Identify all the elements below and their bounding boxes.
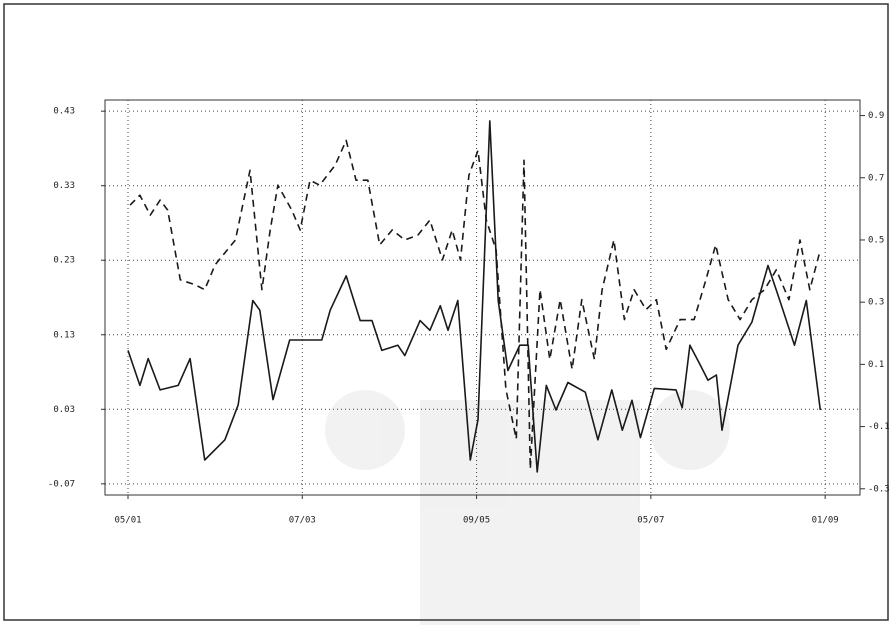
x-tick-label: 07/03 [289, 516, 316, 526]
y-tick-label: 0.23 [53, 256, 75, 266]
y-tick-label: 0.03 [53, 405, 75, 415]
x-tick-label: 05/01 [114, 516, 141, 526]
x-tick-label: 05/07 [637, 516, 664, 526]
y2-tick-label: 0.7 [868, 173, 884, 183]
y2-tick-label: 0.5 [868, 235, 884, 245]
y2-tick-label: 0.3 [868, 298, 884, 308]
x-tick-label: 09/05 [463, 516, 490, 526]
y2-tick-label: 0.1 [868, 360, 884, 370]
y-tick-label: 0.13 [53, 330, 75, 340]
y2-tick-label: -0.1 [868, 422, 890, 432]
y-tick-label: -0.07 [48, 479, 75, 489]
y-tick-label: 0.43 [53, 107, 75, 117]
chart: -0.07 0.03 0.13 0.23 0.33 0.43 -0.3 -0.1 0.1 0.3 0… [0, 0, 894, 625]
x-tick-label: 01/09 [812, 516, 839, 526]
y2-tick-label: -0.3 [868, 484, 890, 494]
page: {"chart_data": {"type": "line", "xlim": … [0, 0, 894, 625]
y-tick-label: 0.33 [53, 181, 75, 191]
y2-tick-label: 0.9 [868, 111, 884, 121]
